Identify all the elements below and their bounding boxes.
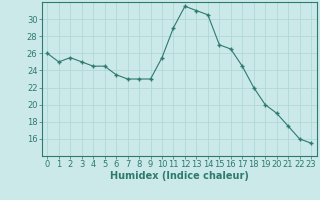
X-axis label: Humidex (Indice chaleur): Humidex (Indice chaleur) [110, 171, 249, 181]
